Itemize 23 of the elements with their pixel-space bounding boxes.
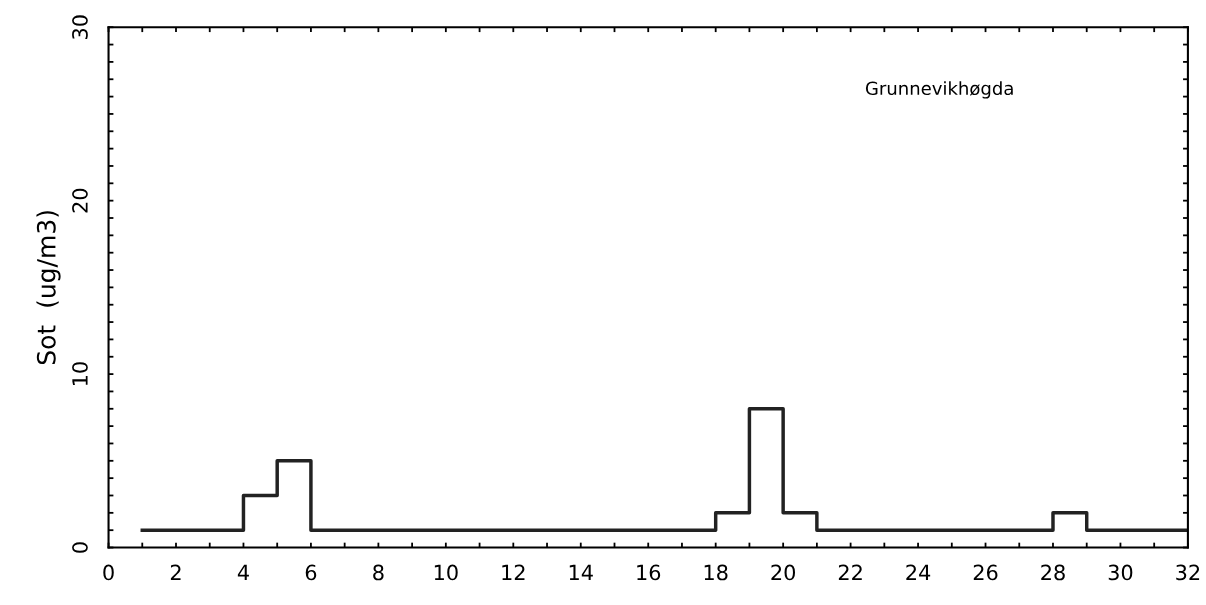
y-tick-label: 0 [72,542,88,553]
x-tick-label: 20 [771,564,796,581]
x-tick-label: 4 [237,564,249,581]
x-tick-label: 30 [1108,564,1133,581]
y-tick-label: 10 [72,362,88,386]
x-tick-label: 28 [1041,564,1065,581]
x-tick-label: 24 [906,564,931,581]
x-tick-label: 6 [305,564,317,581]
x-tick-label: 12 [502,564,525,581]
x-tick-label: 8 [373,564,384,581]
x-tick-label: 0 [103,564,114,581]
x-tick-label: 26 [973,564,998,581]
x-tick-label: 16 [637,564,661,581]
x-tick-label: 18 [704,564,728,581]
y-tick-label: 20 [72,188,88,213]
x-tick-label: 22 [838,564,862,581]
x-tick-label: 2 [170,564,181,581]
y-tick-label: 30 [72,15,88,39]
y-axis-title: Sot (ug/m3) [36,211,61,365]
x-tick-label: 14 [569,564,593,581]
x-tick-label: 32 [1176,564,1200,581]
annotation: Grunnevikhøgda [865,81,1013,99]
x-tick-label: 10 [434,564,458,581]
